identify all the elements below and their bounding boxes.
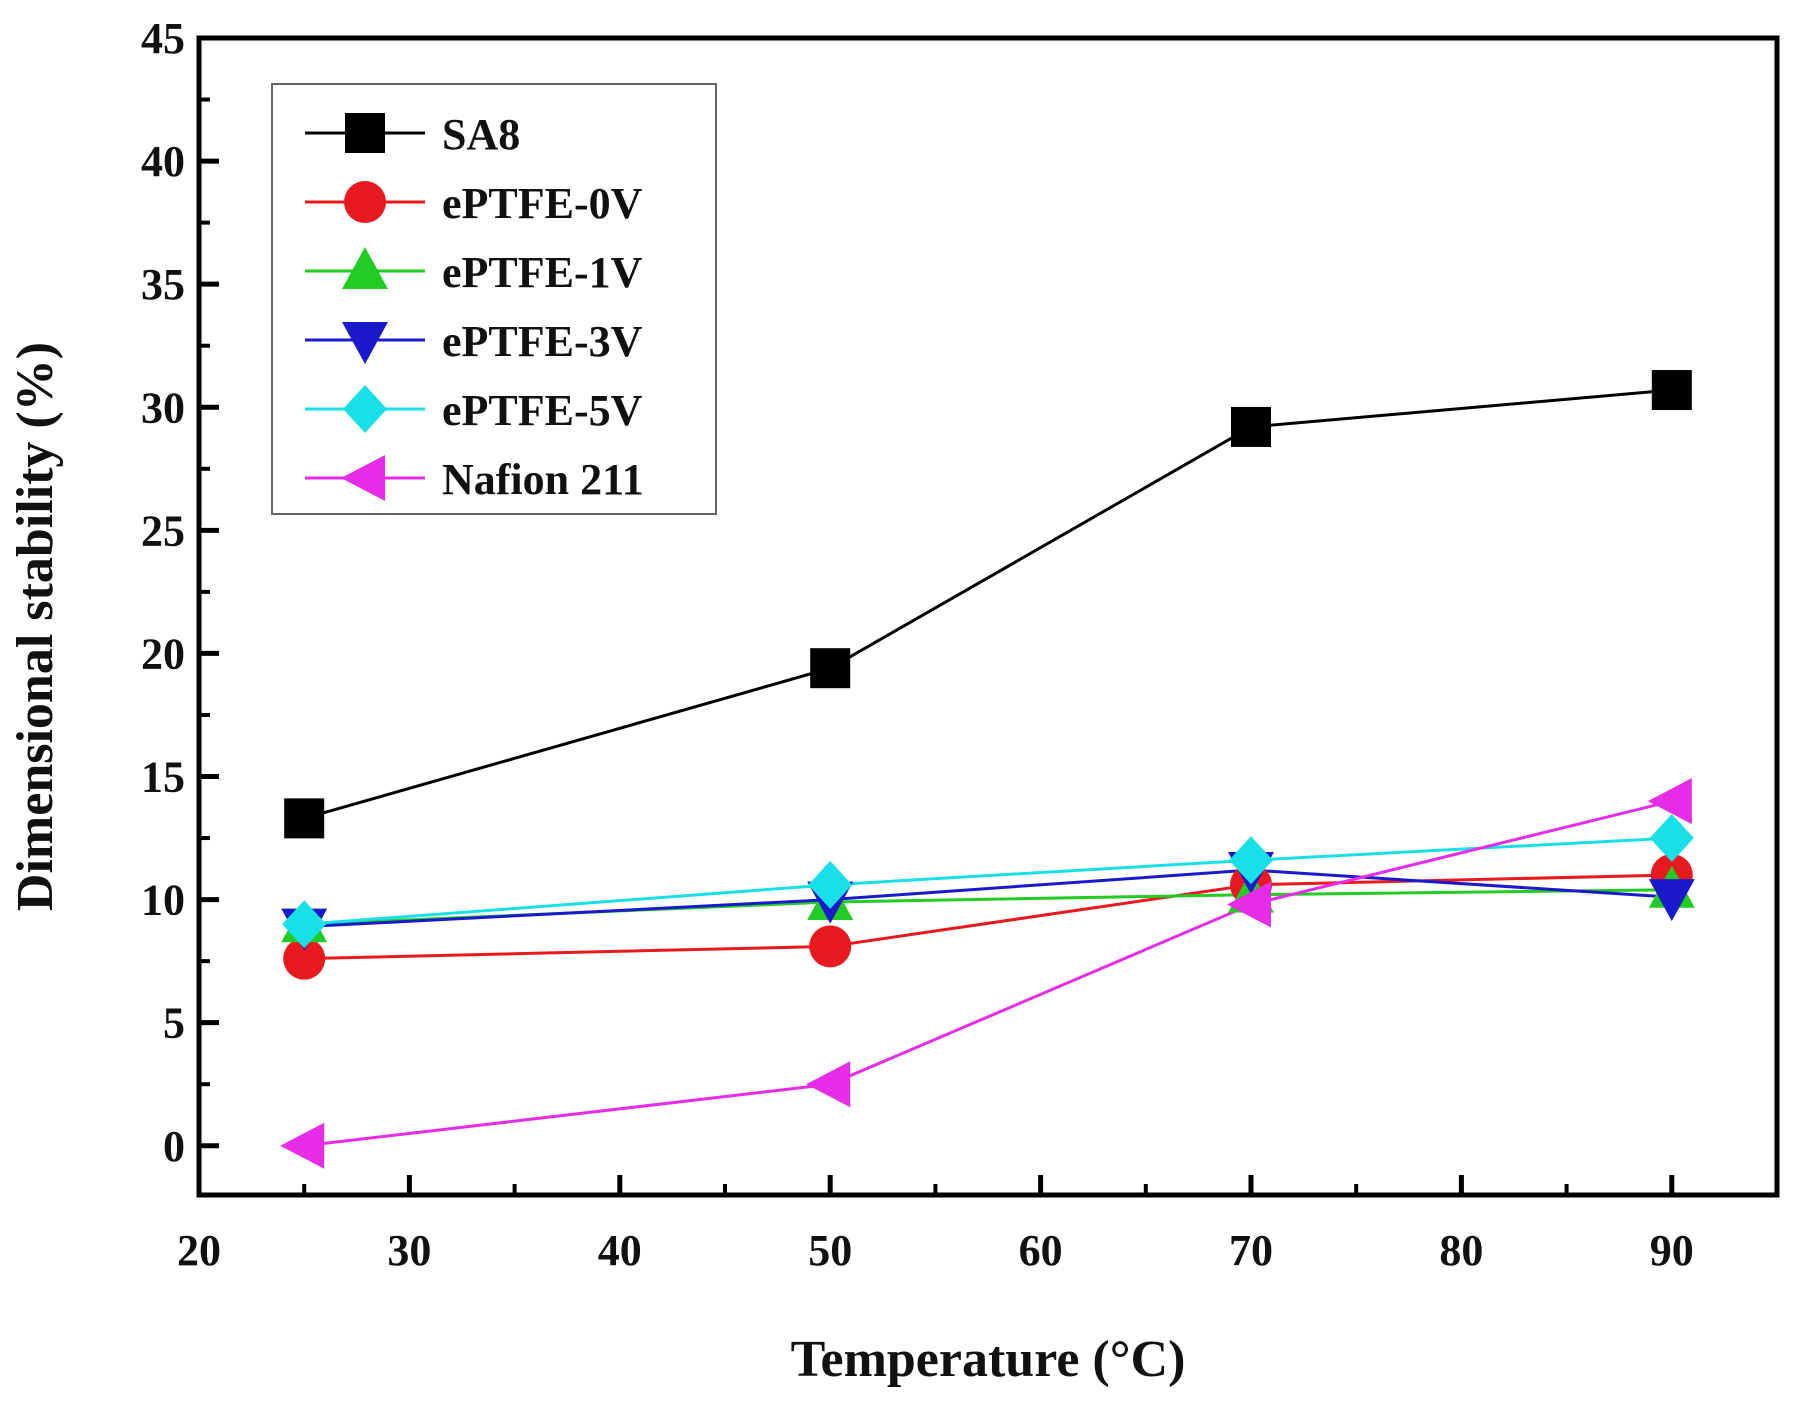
data-point — [1231, 406, 1271, 447]
series-line-4 — [304, 836, 1672, 926]
x-tick-label: 60 — [1019, 1226, 1063, 1275]
data-point — [808, 860, 853, 909]
data-point — [806, 1061, 851, 1108]
data-point — [1651, 370, 1692, 411]
y-tick-label: 45 — [141, 14, 185, 63]
legend-label: Nafion 211 — [442, 455, 644, 504]
x-tick-label: 40 — [598, 1226, 642, 1275]
data-point — [283, 937, 326, 980]
data-point — [284, 798, 325, 839]
data-point — [1229, 836, 1273, 885]
data-point — [1227, 881, 1271, 928]
y-tick-labels: 0 5 10 15 20 25 30 35 40 45 — [141, 14, 185, 1171]
data-point — [1647, 778, 1692, 825]
series-line-3 — [304, 868, 1672, 929]
data-point — [280, 1122, 325, 1169]
y-tick-label: 15 — [141, 753, 185, 802]
series-lines — [303, 388, 1673, 1148]
series-markers — [280, 370, 1695, 1169]
x-tick-label: 30 — [387, 1226, 431, 1275]
series-line-5 — [304, 799, 1673, 1148]
legend-swatch-marker — [345, 113, 385, 153]
data-point — [809, 925, 852, 968]
series-line-2 — [304, 888, 1672, 926]
x-axis-title: Temperature (°C) — [791, 1331, 1186, 1388]
y-tick-label: 40 — [141, 137, 185, 186]
legend-label: ePTFE-0V — [442, 179, 643, 228]
series-line-1 — [304, 873, 1672, 961]
legend-swatch-marker — [342, 322, 388, 364]
legend-swatch-marker — [343, 385, 387, 433]
y-tick-label: 10 — [141, 876, 185, 925]
x-tick-label: 80 — [1439, 1226, 1483, 1275]
legend: SA8 ePTFE-0V ePTFE-1V ePTFE-3V ePTFE-5V Nafio… — [271, 83, 717, 515]
legend-label: ePTFE-1V — [442, 248, 643, 297]
data-point — [1649, 814, 1694, 863]
legend-swatch-marker — [344, 181, 386, 223]
y-tick-label: 20 — [141, 629, 185, 678]
x-tick-label: 50 — [808, 1226, 852, 1275]
data-point — [1648, 879, 1695, 922]
x-tick-label: 90 — [1650, 1226, 1694, 1275]
y-tick-label: 35 — [141, 260, 185, 309]
y-tick-label: 5 — [163, 999, 185, 1048]
data-point — [282, 900, 327, 949]
legend-label: ePTFE-5V — [442, 386, 643, 435]
x-tick-label: 70 — [1229, 1226, 1273, 1275]
y-axis-title: Dimensional stability (%) — [7, 342, 64, 911]
y-tick-label: 25 — [141, 506, 185, 555]
plot-frame — [196, 35, 1780, 1198]
series-line-0 — [303, 388, 1672, 820]
data-point — [810, 648, 851, 689]
legend-label: SA8 — [442, 110, 520, 159]
legend-box — [271, 83, 717, 515]
y-tick-label: 30 — [141, 383, 185, 432]
legend-swatch-marker — [341, 455, 385, 501]
x-tick-label: 20 — [177, 1226, 221, 1275]
legend-label: ePTFE-3V — [442, 317, 643, 366]
x-tick-labels: 20 30 40 50 60 70 80 90 — [177, 1226, 1694, 1275]
y-tick-label: 0 — [163, 1122, 185, 1171]
legend-swatch-marker — [342, 247, 388, 289]
